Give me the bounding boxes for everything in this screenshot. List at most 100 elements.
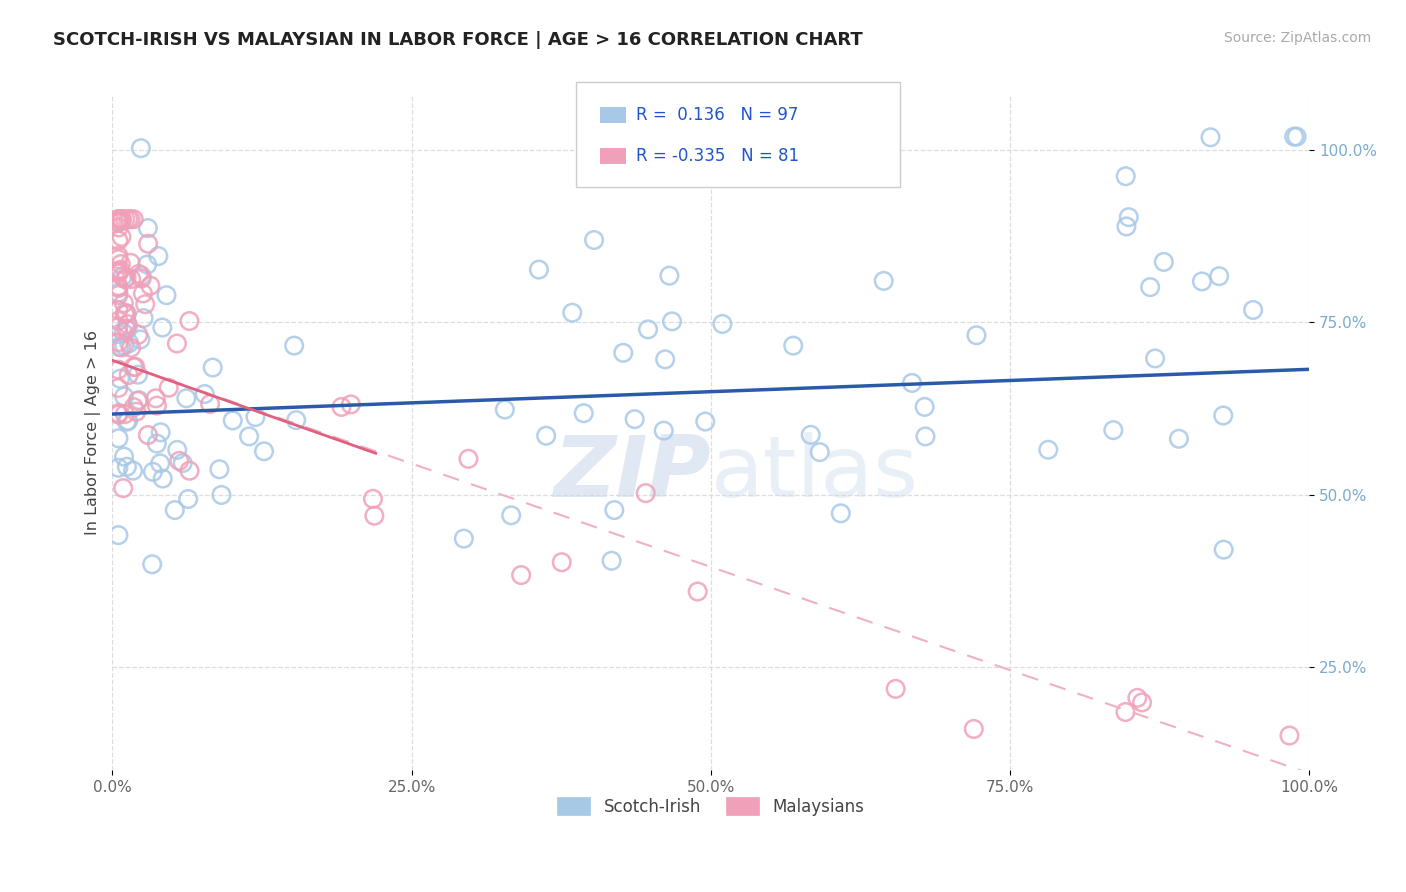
Point xyxy=(107,215,129,229)
Point xyxy=(110,212,132,227)
Point xyxy=(830,506,852,520)
Point xyxy=(603,503,626,517)
Point xyxy=(534,428,557,442)
Point xyxy=(152,472,174,486)
Point xyxy=(340,397,363,411)
Point xyxy=(110,340,132,354)
Point xyxy=(501,508,523,523)
Point xyxy=(172,456,194,470)
Point xyxy=(150,320,173,334)
Point xyxy=(120,272,142,286)
Point xyxy=(107,212,129,227)
Point xyxy=(884,681,907,696)
Point xyxy=(107,460,129,475)
Text: R =  0.136   N = 97: R = 0.136 N = 97 xyxy=(636,106,797,124)
Point xyxy=(120,212,142,227)
Point xyxy=(873,274,896,288)
Point xyxy=(111,212,134,227)
Point xyxy=(1212,409,1234,423)
Point xyxy=(115,322,138,336)
Point xyxy=(108,263,131,277)
Point xyxy=(108,212,131,227)
Point xyxy=(285,413,308,427)
Point xyxy=(112,481,135,495)
Point xyxy=(901,376,924,390)
Point xyxy=(107,431,129,445)
Point xyxy=(561,306,583,320)
Point xyxy=(283,338,305,352)
Point xyxy=(114,272,136,286)
Point xyxy=(146,399,169,413)
Point xyxy=(107,288,129,302)
Point xyxy=(1144,351,1167,366)
Point xyxy=(142,465,165,479)
Point xyxy=(169,454,191,468)
Point xyxy=(163,503,186,517)
Point xyxy=(208,462,231,476)
Point xyxy=(963,722,986,736)
Point xyxy=(1212,542,1234,557)
Point xyxy=(107,281,129,295)
Point xyxy=(118,336,141,351)
Point xyxy=(510,568,533,582)
Point xyxy=(108,372,131,386)
Point xyxy=(179,464,201,478)
Point xyxy=(211,488,233,502)
Point xyxy=(115,459,138,474)
Point xyxy=(179,314,201,328)
Point xyxy=(146,436,169,450)
Point xyxy=(914,400,936,414)
Point xyxy=(149,425,172,440)
Point xyxy=(634,486,657,500)
Point xyxy=(1115,169,1137,184)
Point xyxy=(361,491,384,506)
Point xyxy=(125,405,148,419)
Point xyxy=(134,297,156,311)
Point xyxy=(145,392,167,406)
Point xyxy=(136,221,159,235)
Point xyxy=(114,305,136,319)
Point xyxy=(527,262,550,277)
Point xyxy=(107,362,129,376)
Point xyxy=(118,368,141,382)
Y-axis label: In Labor Force | Age > 16: In Labor Force | Age > 16 xyxy=(86,330,101,535)
Point xyxy=(122,464,145,478)
Point xyxy=(122,400,145,414)
Point xyxy=(155,288,177,302)
Point xyxy=(107,302,129,317)
Point xyxy=(711,317,734,331)
Text: ZIP: ZIP xyxy=(553,432,711,515)
Point xyxy=(149,456,172,470)
Point xyxy=(253,444,276,458)
Point xyxy=(457,451,479,466)
Point xyxy=(122,212,145,227)
Point xyxy=(583,233,606,247)
Point xyxy=(600,554,623,568)
Point xyxy=(695,415,717,429)
Point xyxy=(112,296,135,310)
Point xyxy=(112,389,135,403)
Point xyxy=(107,220,129,235)
Point xyxy=(107,381,129,395)
Point xyxy=(117,212,139,227)
Point xyxy=(107,279,129,293)
Point xyxy=(132,286,155,301)
Point xyxy=(808,445,831,459)
Point xyxy=(800,427,823,442)
Point xyxy=(551,555,574,569)
Point xyxy=(136,258,159,272)
Point xyxy=(107,216,129,230)
Point xyxy=(177,491,200,506)
Point xyxy=(330,400,353,414)
Point xyxy=(124,359,146,374)
Point xyxy=(112,326,135,340)
Point xyxy=(1285,129,1308,144)
Point xyxy=(129,141,152,155)
Point xyxy=(1115,219,1137,234)
Point xyxy=(110,257,132,271)
Point xyxy=(107,212,129,227)
Point xyxy=(914,429,936,443)
Point xyxy=(107,408,129,422)
Point xyxy=(107,285,129,300)
Point xyxy=(238,429,260,443)
